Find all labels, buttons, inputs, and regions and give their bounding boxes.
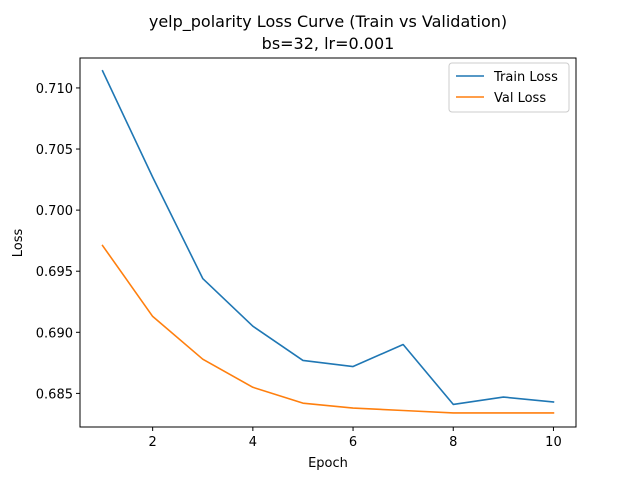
train-loss-line bbox=[101, 69, 555, 406]
x-axis-label: Epoch bbox=[308, 456, 348, 471]
legend-label-val: Val Loss bbox=[494, 91, 546, 106]
legend: Train Loss Val Loss bbox=[448, 62, 570, 113]
y-axis-label: Loss bbox=[11, 229, 26, 258]
x-tick-label: 4 bbox=[249, 435, 257, 450]
y-tick-label: 0.690 bbox=[36, 326, 73, 341]
y-tick-label: 0.685 bbox=[36, 387, 73, 402]
y-tick-label: 0.695 bbox=[36, 265, 73, 280]
series-layer bbox=[101, 69, 555, 414]
x-tick-label: 8 bbox=[449, 435, 457, 450]
legend-label-train: Train Loss bbox=[493, 70, 558, 85]
x-tick-label: 10 bbox=[545, 435, 562, 450]
val-loss-line bbox=[101, 244, 555, 414]
x-axis-ticks: 2 4 6 8 10 bbox=[149, 427, 562, 450]
plot-area bbox=[80, 58, 576, 427]
y-tick-label: 0.700 bbox=[36, 204, 73, 219]
x-tick-label: 2 bbox=[149, 435, 157, 450]
plot-frame bbox=[79, 57, 577, 428]
chart-title: yelp_polarity Loss Curve (Train vs Valid… bbox=[149, 12, 507, 32]
y-axis-ticks: 0.685 0.690 0.695 0.700 0.705 0.710 bbox=[36, 82, 80, 402]
chart-subtitle: bs=32, lr=0.001 bbox=[262, 34, 395, 53]
y-tick-label: 0.705 bbox=[36, 143, 73, 158]
x-tick-label: 6 bbox=[349, 435, 357, 450]
y-tick-label: 0.710 bbox=[36, 82, 73, 97]
